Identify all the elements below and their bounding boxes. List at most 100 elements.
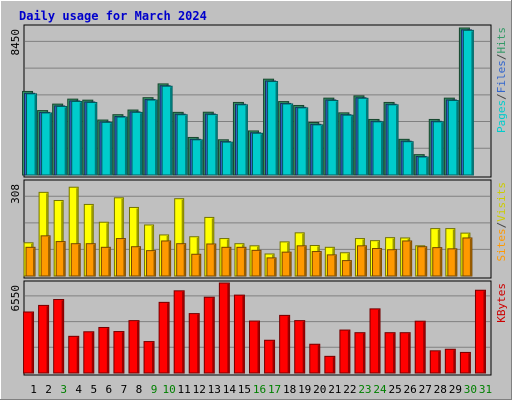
- legend-bottom: KBytes: [495, 283, 508, 323]
- max-label-middle: 308: [9, 184, 22, 204]
- x-tick-label: 15: [238, 383, 251, 396]
- bar-shade: [121, 332, 124, 373]
- bar-shade: [409, 241, 412, 276]
- max-label-bottom: 6550: [9, 285, 22, 312]
- bar-shade: [46, 193, 49, 276]
- bar-shade: [136, 321, 139, 373]
- x-tick-label: 4: [75, 383, 82, 396]
- bar-shade: [153, 251, 156, 276]
- x-tick-label: 18: [283, 383, 296, 396]
- bar-shade: [61, 300, 64, 373]
- bar-shade: [121, 198, 124, 276]
- legend-top: Pages/Files/Hits: [495, 27, 508, 133]
- x-tick-label: 11: [178, 383, 191, 396]
- x-tick-label: 3: [60, 383, 67, 396]
- bar-shade: [483, 291, 486, 373]
- x-tick-label: 8: [136, 383, 143, 396]
- bar-shade: [394, 250, 397, 276]
- bar-shade: [61, 201, 64, 276]
- bar-shade: [349, 261, 352, 276]
- legend-entry: Pages: [495, 100, 508, 133]
- bar-shade: [274, 258, 277, 276]
- bar-shade: [319, 252, 322, 276]
- x-tick-label: 29: [449, 383, 462, 396]
- bar-shade: [439, 248, 442, 276]
- bar-shade: [91, 205, 94, 276]
- legend-middle: Sites/Visits: [495, 182, 508, 262]
- bar-shade: [78, 244, 81, 276]
- x-tick-label: 30: [464, 383, 477, 396]
- x-tick-label: 5: [90, 383, 97, 396]
- x-tick-label: 28: [434, 383, 447, 396]
- bar-shade: [289, 253, 292, 276]
- bar-shade: [393, 333, 396, 373]
- legend-entry: Files: [495, 60, 508, 93]
- bar-shade: [212, 298, 215, 373]
- bar-shade: [198, 255, 201, 276]
- bar-shade: [257, 322, 260, 373]
- panel-bottom: 6550 KBytes: [9, 280, 508, 376]
- legend-entry: /: [495, 222, 508, 229]
- x-tick-label: 9: [151, 383, 158, 396]
- bar-shade: [185, 115, 188, 175]
- x-tick-label: 16: [253, 383, 266, 396]
- bar-shade: [183, 244, 186, 276]
- x-tick-label: 1: [30, 383, 37, 396]
- x-axis-labels: 1 2 3 4 5 6 7 8 9 10 11 12 13 14 15 16 17 18 19 20 21 22 23 24 2…: [30, 383, 492, 396]
- bar-shade: [364, 246, 367, 276]
- chart-panels: 8450 Pages/Files/Hits 308 Sites/Visits 6550 K…: [9, 24, 508, 376]
- x-tick-label: 25: [388, 383, 401, 396]
- bar-shade: [108, 248, 111, 276]
- bar-shade: [76, 188, 79, 276]
- bar-shade: [332, 357, 335, 373]
- bar-shade: [335, 101, 338, 175]
- bar-shade: [109, 123, 112, 175]
- x-tick-label: 31: [479, 383, 492, 396]
- x-tick-label: 24: [373, 383, 387, 396]
- bar-shade: [350, 116, 353, 175]
- x-tick-label: 17: [268, 383, 281, 396]
- x-tick-label: 13: [208, 383, 221, 396]
- x-tick-label: 6: [106, 383, 113, 396]
- bar-shade: [136, 208, 139, 276]
- bar-shade: [33, 248, 36, 276]
- bar-shade: [138, 247, 141, 276]
- bar-shade: [456, 101, 459, 175]
- x-tick-label: 20: [313, 383, 326, 396]
- bar-shade: [245, 105, 248, 175]
- bar-shade: [243, 248, 246, 276]
- bar-shade: [469, 238, 472, 276]
- bar-shade: [365, 99, 368, 175]
- bar-shade: [347, 331, 350, 373]
- bar-shade: [362, 333, 365, 373]
- bar-shade: [242, 296, 245, 373]
- bar-shade: [167, 303, 170, 373]
- panel-middle: 308 Sites/Visits: [9, 179, 508, 279]
- max-label-top: 8450: [9, 29, 22, 56]
- x-tick-label: 12: [193, 383, 206, 396]
- x-tick-label: 26: [404, 383, 417, 396]
- bar-shade: [304, 246, 307, 276]
- legend-entry: Hits: [495, 27, 508, 54]
- bar-shade: [411, 142, 414, 175]
- bar-shade: [379, 249, 382, 276]
- x-tick-label: 2: [45, 383, 52, 396]
- x-tick-label: 14: [223, 383, 237, 396]
- bar-shade: [317, 345, 320, 373]
- bar-shade: [287, 316, 290, 373]
- x-tick-label: 23: [358, 383, 371, 396]
- bar-shade: [76, 337, 79, 373]
- bar-shade: [168, 241, 171, 276]
- bar-shade: [79, 102, 82, 175]
- bar-shade: [49, 113, 52, 175]
- x-tick-label: 10: [162, 383, 175, 396]
- panel-top: 8450 Pages/Files/Hits: [9, 24, 508, 178]
- bar-shade: [378, 309, 381, 373]
- bar-shade: [94, 103, 97, 175]
- bar-shade: [200, 140, 203, 175]
- bar-shade: [290, 104, 293, 175]
- bar-shade: [124, 118, 127, 175]
- bar-shade: [63, 242, 66, 276]
